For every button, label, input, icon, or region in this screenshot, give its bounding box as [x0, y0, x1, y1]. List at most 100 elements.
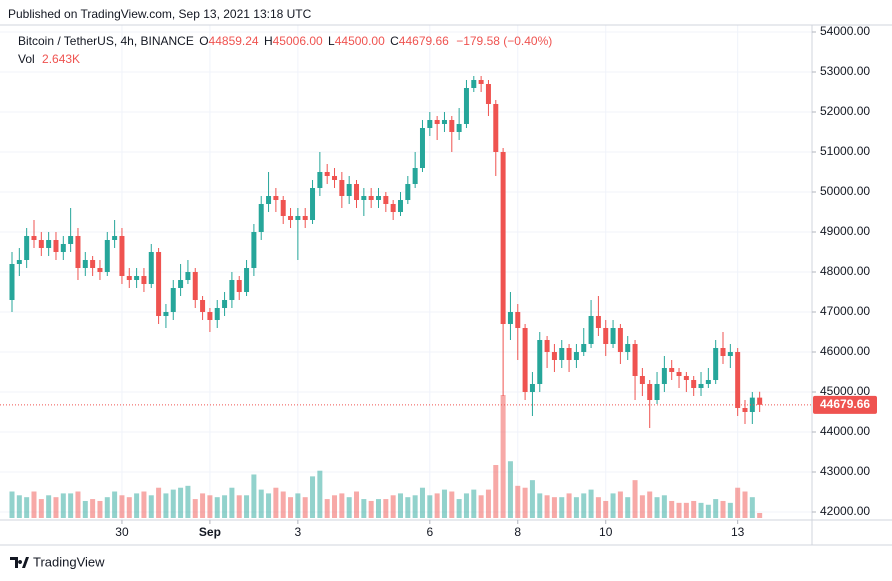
volume-bar — [46, 495, 52, 518]
candle-body — [573, 352, 579, 360]
x-tick-label: 13 — [731, 525, 745, 539]
volume-bar — [236, 495, 242, 518]
legend-change: −179.58 (−0.40%) — [456, 34, 552, 48]
volume-bar — [676, 502, 682, 518]
volume-bar — [324, 499, 330, 518]
volume-bar — [112, 491, 118, 518]
y-tick-label: 46000.00 — [820, 344, 870, 358]
volume-bar — [302, 497, 308, 518]
candle-body — [214, 308, 220, 320]
candle-body — [82, 260, 88, 268]
volume-bar — [720, 500, 726, 518]
volume-bar — [537, 493, 543, 518]
candle-body — [251, 232, 257, 268]
volume-bar — [207, 495, 213, 518]
volume-bar — [581, 493, 587, 518]
volume-bar — [434, 493, 440, 518]
volume-bar — [244, 495, 250, 518]
volume-bar — [38, 499, 44, 518]
candle-body — [207, 312, 213, 320]
volume-bar — [397, 493, 403, 518]
volume-bar — [566, 493, 572, 518]
volume-bar — [31, 491, 37, 518]
volume-bar — [529, 480, 535, 518]
volume-bar — [757, 512, 763, 518]
y-tick-label: 48000.00 — [820, 264, 870, 278]
y-tick-label: 50000.00 — [820, 184, 870, 198]
candle-body — [24, 236, 30, 260]
candle-body — [676, 372, 682, 376]
volume-bar — [317, 470, 323, 518]
candle-body — [478, 80, 484, 84]
candle-body — [346, 184, 352, 196]
volume-bar — [742, 491, 748, 518]
candle-body — [354, 184, 360, 200]
volume-bar — [669, 500, 675, 518]
candle-body — [295, 216, 301, 220]
y-tick-label: 45000.00 — [820, 384, 870, 398]
volume-bar — [471, 489, 477, 518]
volume-bar — [16, 495, 22, 518]
volume-bar — [727, 502, 733, 518]
candle-body — [310, 188, 316, 220]
candle-body — [244, 268, 250, 292]
candle-body — [449, 120, 455, 132]
candle-body — [185, 272, 191, 280]
volume-bar — [749, 497, 755, 518]
candle-body — [713, 348, 719, 380]
candle-body — [500, 152, 506, 324]
volume-bar — [222, 495, 228, 518]
candle-body — [742, 408, 748, 412]
y-tick-label: 54000.00 — [820, 24, 870, 38]
candle-body — [368, 196, 374, 200]
volume-bar — [295, 493, 301, 518]
legend-value: 44500.00 — [335, 34, 385, 48]
volume-bar — [683, 502, 689, 518]
candle-body — [551, 352, 557, 360]
volume-bar — [551, 497, 557, 518]
candle-body — [68, 236, 74, 244]
candle-body — [163, 312, 169, 316]
volume-bar — [273, 487, 279, 518]
candle-body — [317, 172, 323, 188]
legend-value: 44679.66 — [399, 34, 449, 48]
volume-legend: Vol 2.643K — [18, 52, 80, 66]
volume-bar — [507, 461, 513, 518]
volume-bar — [361, 499, 367, 518]
candle-body — [529, 384, 535, 392]
candle-body — [493, 104, 499, 152]
legend-key: O — [199, 34, 208, 48]
volume-bar — [559, 497, 565, 518]
candle-body — [397, 200, 403, 212]
y-tick-label: 53000.00 — [820, 64, 870, 78]
candle-body — [170, 288, 176, 312]
symbol: Bitcoin / TetherUS, 4h, BINANCE — [18, 34, 194, 48]
legend-line: Bitcoin / TetherUS, 4h, BINANCE O44859.2… — [18, 34, 552, 48]
volume-bar — [617, 491, 623, 518]
volume-bar — [9, 491, 15, 518]
candle-body — [192, 272, 198, 300]
volume-bar — [170, 489, 176, 518]
candle-body — [178, 280, 184, 288]
volume-bar — [104, 497, 110, 518]
candle-body — [229, 280, 235, 300]
volume-bar — [148, 495, 154, 518]
volume-bar — [735, 487, 741, 518]
legend-value: 45006.00 — [273, 34, 323, 48]
legend-key: L — [328, 34, 335, 48]
x-tick-label: 30 — [115, 525, 129, 539]
candle-body — [419, 128, 425, 168]
volume-bar — [332, 495, 338, 518]
volume-bar — [603, 500, 609, 518]
volume-bar — [376, 499, 381, 518]
volume-bar — [441, 489, 447, 518]
published-note: Published on TradingView.com, Sep 13, 20… — [8, 7, 312, 21]
legend-key: H — [264, 34, 273, 48]
candle-body — [148, 252, 154, 284]
candle-body — [566, 348, 572, 360]
candle-body — [258, 204, 264, 232]
volume-bar — [266, 493, 272, 518]
candle-body — [361, 196, 367, 200]
candle-body — [119, 236, 125, 276]
volume-bar — [610, 493, 616, 518]
